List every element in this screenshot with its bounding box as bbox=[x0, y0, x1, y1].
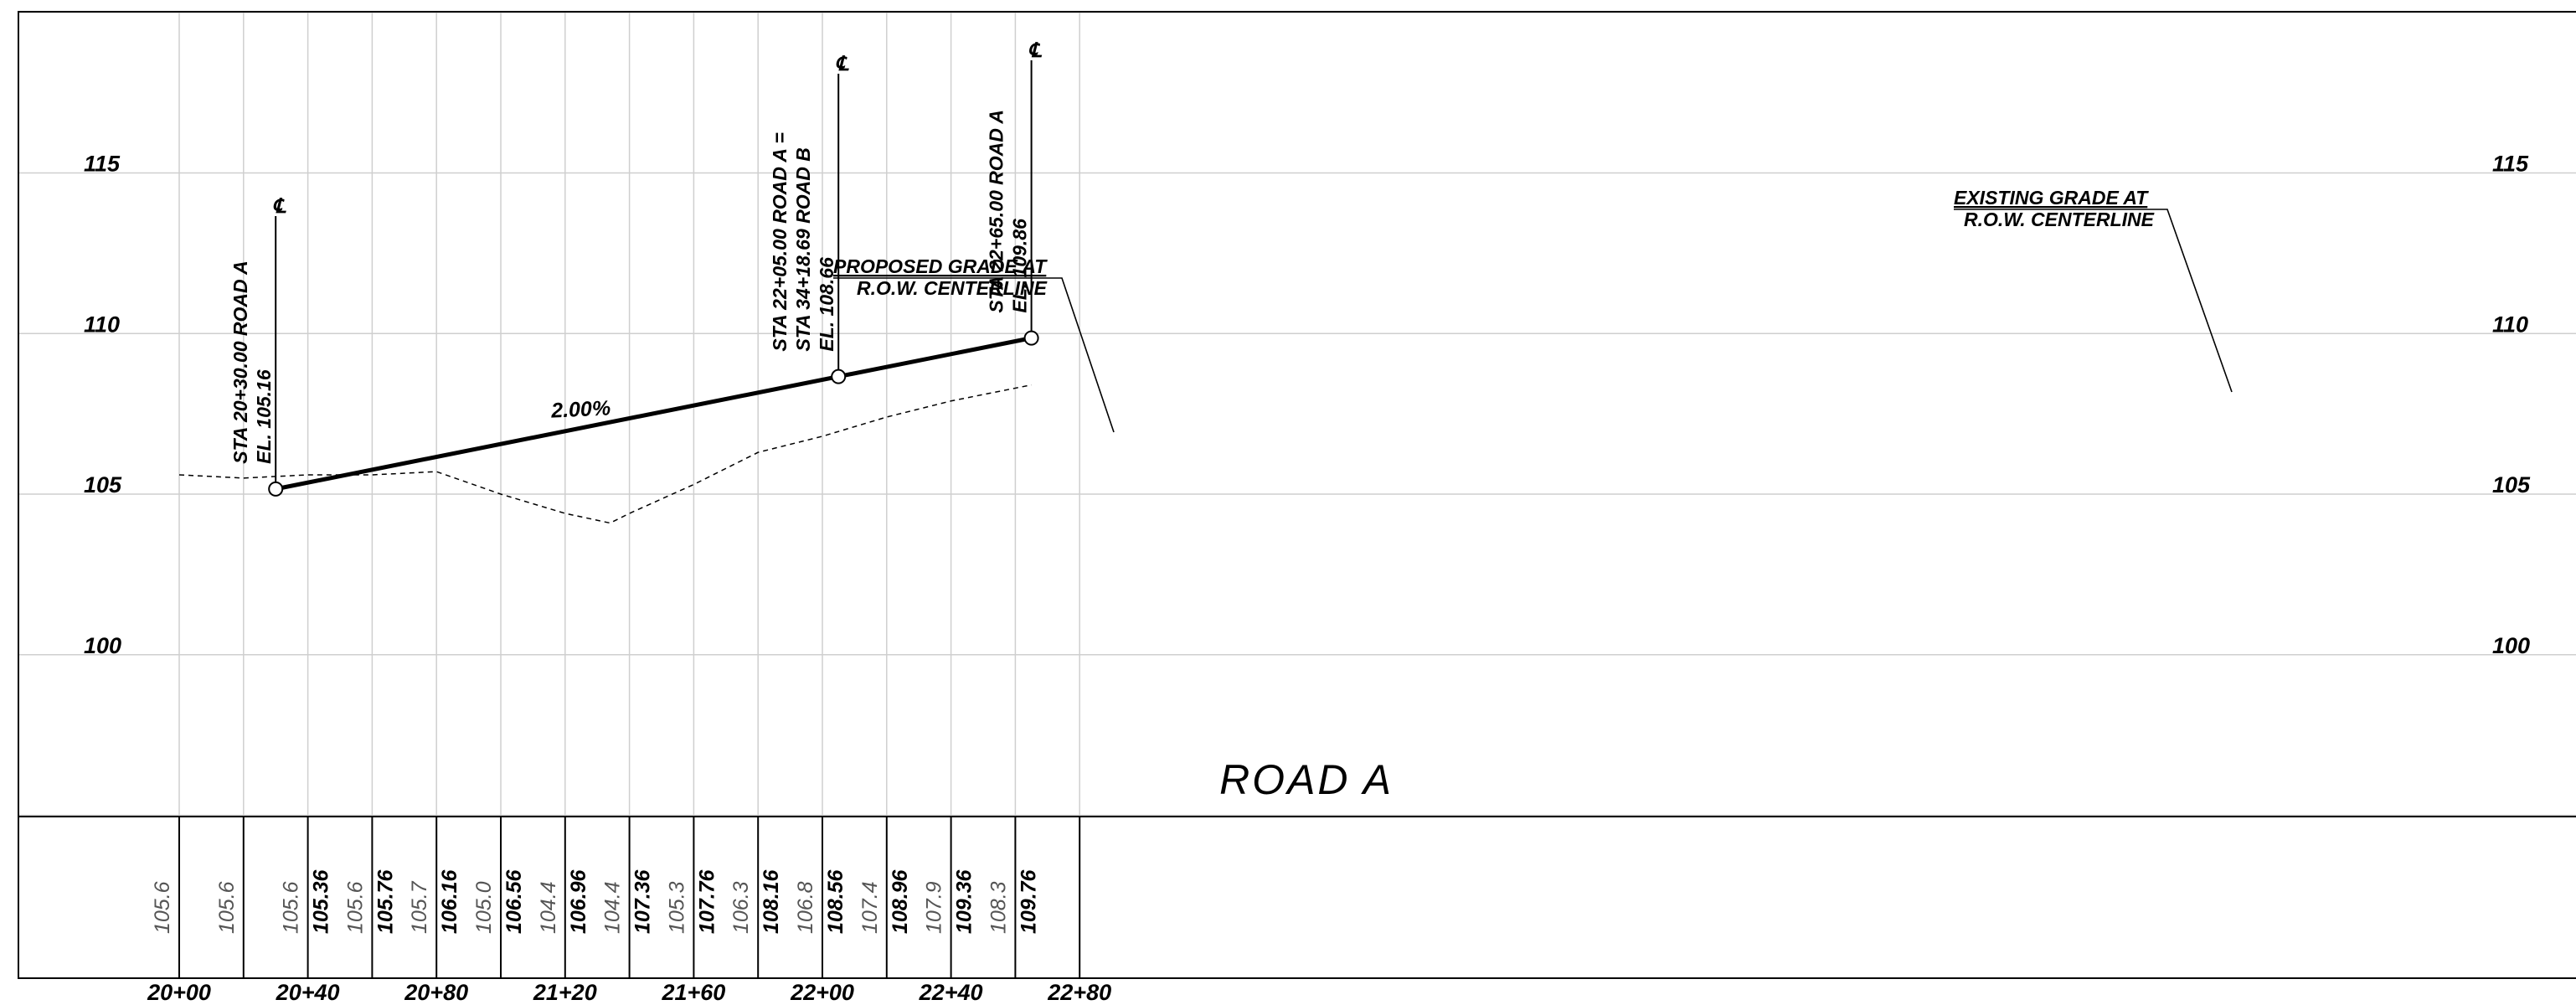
station-label: 22+80 bbox=[1047, 980, 1111, 1005]
elevation-tick-label-left: 115 bbox=[84, 152, 121, 177]
profile-labels: 100 100 105 105 110 110 115 115 2.00% ℄ STA 20+30.… bbox=[84, 39, 2531, 658]
station-note-text: STA 22+65.00 ROAD A bbox=[986, 110, 1007, 313]
centerline-symbol: ℄ bbox=[272, 195, 286, 218]
existing-elevation-value: 105.3 bbox=[665, 881, 688, 934]
existing-grade-callout-line1: EXISTING GRADE AT bbox=[1954, 187, 2149, 209]
station-label: 20+40 bbox=[276, 980, 340, 1005]
station-note-text: STA 20+30.00 ROAD A bbox=[229, 260, 251, 464]
elevation-tick-label-right: 100 bbox=[2492, 633, 2530, 658]
existing-elevation-value: 108.3 bbox=[987, 881, 1010, 934]
existing-elevation-value: 104.4 bbox=[601, 881, 625, 934]
existing-elevation-value: 105.0 bbox=[472, 881, 496, 934]
station-label: 20+00 bbox=[147, 980, 211, 1005]
sheet-frame bbox=[18, 11, 2576, 979]
elevation-tick-label-left: 110 bbox=[84, 312, 120, 337]
grade-slope-label: 2.00% bbox=[550, 396, 611, 422]
proposed-elevation-value: 108.56 bbox=[824, 868, 848, 934]
elevation-tick-label-left: 100 bbox=[84, 633, 121, 658]
pvi-marker bbox=[1023, 330, 1039, 346]
proposed-elevation-value: 106.56 bbox=[502, 868, 526, 934]
existing-elevation-value: 106.3 bbox=[729, 881, 753, 934]
station-note-text: EL. 105.16 bbox=[253, 369, 275, 464]
existing-grade-callout-line2: R.O.W. CENTERLINE bbox=[1964, 209, 2155, 230]
proposed-grade-callout-line1: PROPOSED GRADE AT bbox=[833, 255, 1048, 277]
station-label: 21+60 bbox=[661, 980, 725, 1005]
existing-elevation-value: 107.9 bbox=[923, 881, 946, 934]
proposed-elevation-value: 108.96 bbox=[889, 868, 912, 934]
proposed-grade-callout-line2: R.O.W. CENTERLINE bbox=[857, 277, 1048, 299]
station-note-text: STA 34+18.69 ROAD B bbox=[792, 147, 814, 352]
proposed-elevation-value: 106.16 bbox=[438, 868, 461, 934]
proposed-elevation-value: 105.76 bbox=[374, 868, 397, 934]
proposed-elevation-value: 105.36 bbox=[310, 868, 333, 934]
station-note-text: EL. 108.66 bbox=[816, 257, 837, 352]
existing-elevation-value: 106.8 bbox=[794, 881, 817, 934]
elevation-tick-label-right: 105 bbox=[2492, 472, 2531, 497]
station-note-text: EL. 109.86 bbox=[1009, 219, 1031, 313]
profile-title: ROAD A bbox=[1219, 756, 1394, 803]
proposed-grade-line bbox=[275, 336, 1033, 492]
pvi-marker bbox=[268, 481, 284, 497]
centerline-symbol: ℄ bbox=[835, 53, 849, 75]
station-label: 22+00 bbox=[790, 980, 854, 1005]
station-label: 22+40 bbox=[919, 980, 983, 1005]
existing-elevation-value: 107.4 bbox=[858, 881, 882, 934]
drawing-border bbox=[18, 11, 2576, 979]
station-label: 21+20 bbox=[533, 980, 597, 1005]
elevation-table: 105.6 105.6 105.6 105.36 105.6 105.76 105.7 106… bbox=[147, 817, 1111, 1005]
elevation-tick-label-right: 115 bbox=[2492, 152, 2529, 177]
proposed-elevation-value: 107.36 bbox=[631, 868, 655, 934]
proposed-grade-leader bbox=[833, 277, 1115, 433]
grade-lines bbox=[178, 60, 1039, 524]
proposed-elevation-value: 109.76 bbox=[1017, 868, 1040, 934]
existing-elevation-value: 105.6 bbox=[343, 881, 367, 934]
station-note-text: STA 22+05.00 ROAD A = bbox=[769, 132, 791, 352]
proposed-elevation-value: 108.16 bbox=[760, 868, 783, 934]
proposed-elevation-value: 109.36 bbox=[953, 868, 976, 934]
centerline-symbol: ℄ bbox=[1028, 39, 1043, 62]
existing-elevation-value: 105.6 bbox=[215, 881, 239, 934]
existing-elevation-value: 105.6 bbox=[280, 881, 303, 934]
profile-grid bbox=[18, 12, 2576, 817]
pvi-marker bbox=[831, 368, 847, 384]
station-label: 20+80 bbox=[404, 980, 468, 1005]
existing-elevation-value: 104.4 bbox=[537, 881, 560, 934]
proposed-elevation-value: 106.96 bbox=[567, 868, 590, 934]
elevation-tick-label-left: 105 bbox=[84, 472, 122, 497]
existing-elevation-value: 105.7 bbox=[408, 880, 431, 934]
existing-elevation-value: 105.6 bbox=[151, 881, 174, 934]
existing-grade-leader bbox=[1954, 209, 2233, 393]
proposed-elevation-value: 107.76 bbox=[695, 868, 719, 934]
elevation-tick-label-right: 110 bbox=[2492, 312, 2528, 337]
